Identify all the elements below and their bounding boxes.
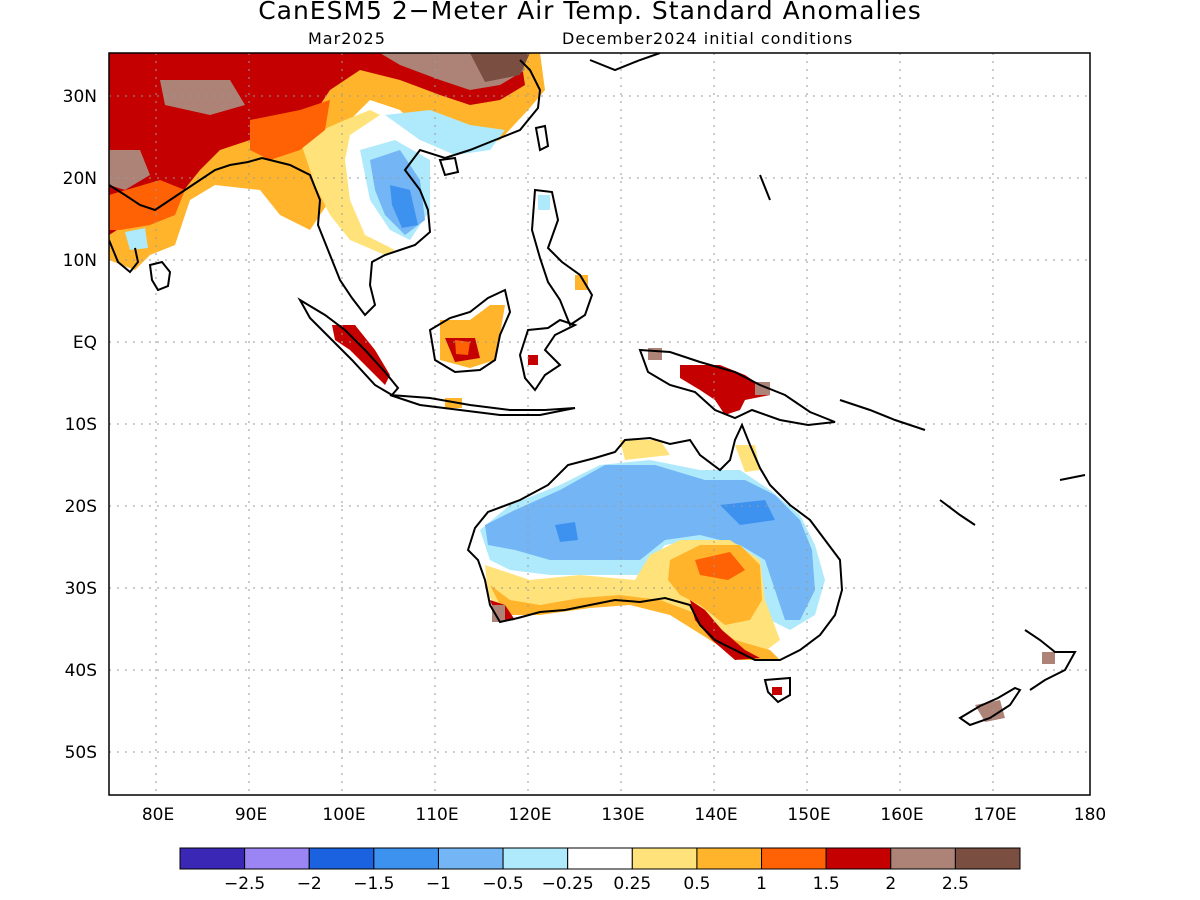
lat-label-10n: 10N <box>63 251 97 271</box>
anomaly-sulawesi <box>528 355 538 365</box>
lon-label-130e: 130E <box>601 805 644 825</box>
anomaly-luzon <box>538 195 550 210</box>
anomaly-australia-darkblue <box>555 522 578 542</box>
colorbar-swatch <box>567 847 633 870</box>
coast-srilanka <box>148 260 172 292</box>
anomaly-sumatra <box>332 325 390 385</box>
colorbar-label: −0.25 <box>542 874 594 894</box>
colorbar-label: −2 <box>297 874 322 894</box>
anomaly-newzealand-north <box>1042 652 1055 664</box>
anomaly-australia-yellow-north <box>620 440 670 460</box>
coast-sulawesi <box>518 318 578 392</box>
anomaly-australia-brown-sw <box>492 605 505 622</box>
coast-asia-south <box>261 59 542 317</box>
colorbar-swatch <box>373 847 439 870</box>
anomaly-australia-redorange <box>695 552 745 580</box>
lon-label-90e: 90E <box>235 805 267 825</box>
map-frame <box>108 52 1091 796</box>
coast-philippines <box>530 188 594 327</box>
colorbar-label: 2.5 <box>942 874 969 894</box>
lat-label-20n: 20N <box>63 169 97 189</box>
colorbar-swatch <box>890 847 956 870</box>
colorbar-label: 0.25 <box>613 874 651 894</box>
lat-label-30n: 30N <box>63 87 97 107</box>
coast-tasmania <box>763 676 791 704</box>
anomaly-brown-himalaya <box>160 80 245 115</box>
colorbar-swatch <box>696 847 763 870</box>
lon-label-170e: 170E <box>973 805 1016 825</box>
coastlines <box>109 53 1086 727</box>
lat-label-50s: 50S <box>65 743 97 763</box>
coast-japan <box>589 53 661 72</box>
colorbar-label: 2 <box>885 874 896 894</box>
lon-label-140e: 140E <box>694 805 737 825</box>
lon-label-160e: 160E <box>880 805 923 825</box>
lat-label-eq: EQ <box>73 333 97 353</box>
anomaly-australia-red-se <box>690 600 760 660</box>
anomaly-australia-orange2 <box>490 585 780 660</box>
coast-newzealand <box>958 629 1077 727</box>
colorbar-swatch <box>761 847 827 870</box>
lon-label-180: 180 <box>1074 805 1106 825</box>
gridlines <box>109 53 1090 795</box>
coast-java <box>389 394 576 416</box>
valid-month-label: Mar2025 <box>308 29 386 48</box>
init-conditions-label: December2024 initial conditions <box>562 29 854 48</box>
lon-label-150e: 150E <box>787 805 830 825</box>
anomaly-lightblue-china <box>385 110 505 155</box>
coast-australia <box>466 422 844 661</box>
lat-label-10s: 10S <box>65 415 97 435</box>
colorbar-label: −2.5 <box>224 874 265 894</box>
anomaly-tasmania <box>772 687 782 695</box>
coast-borneo <box>428 288 512 374</box>
lat-label-40s: 40S <box>65 661 97 681</box>
colorbar-label: −0.5 <box>482 874 523 894</box>
lon-label-100e: 100E <box>322 805 365 825</box>
coast-hainan <box>438 156 460 177</box>
colorbar-labels: −2.5 −2 −1.5 −1 −0.5 −0.25 0.25 0.5 1 1.5 2 2.5 <box>224 874 969 894</box>
anomaly-borneo-core <box>455 340 470 355</box>
colorbar-label: 1.5 <box>813 874 840 894</box>
anomaly-orange-india <box>109 180 185 230</box>
colorbar-label: 1 <box>756 874 767 894</box>
coast-sumatra <box>297 297 400 397</box>
anomaly-darkblue-indochina <box>390 185 418 228</box>
lat-axis: 30N 20N 10N EQ 10S 20S 30S 40S 50S <box>63 87 97 763</box>
anomaly-brown-india <box>109 150 150 190</box>
colorbar-swatch <box>631 847 698 870</box>
lat-label-30s: 30S <box>65 579 97 599</box>
colorbar-swatch <box>437 847 504 870</box>
colorbar <box>179 847 1021 870</box>
coast-taiwan <box>534 124 550 152</box>
lon-label-120e: 120E <box>508 805 551 825</box>
colorbar-swatch <box>179 847 246 870</box>
anomaly-fields <box>109 53 1055 722</box>
colorbar-label: −1.5 <box>353 874 394 894</box>
lon-axis: 80E 90E 100E 110E 120E 130E 140E 150E 16… <box>142 805 1106 825</box>
lon-label-110e: 110E <box>415 805 458 825</box>
anomaly-orange-himalaya <box>250 100 330 160</box>
coast-india <box>109 157 263 274</box>
lat-label-20s: 20S <box>65 497 97 517</box>
colorbar-swatch <box>825 847 892 870</box>
colorbar-label: −1 <box>426 874 451 894</box>
map-title: CanESM5 2−Meter Air Temp. Standard Anoma… <box>258 0 922 25</box>
lon-label-80e: 80E <box>142 805 174 825</box>
colorbar-swatch <box>502 847 569 870</box>
coast-pacific-islands <box>759 174 1086 526</box>
colorbar-label: 0.5 <box>683 874 710 894</box>
anomaly-philippines <box>575 275 588 290</box>
coast-newguinea <box>638 348 836 427</box>
anomaly-lightblue-india <box>125 228 148 250</box>
colorbar-swatch <box>244 847 310 870</box>
colorbar-swatch <box>954 847 1021 870</box>
anomaly-darkbrown-tibet <box>470 53 530 82</box>
colorbar-swatch <box>308 847 375 870</box>
